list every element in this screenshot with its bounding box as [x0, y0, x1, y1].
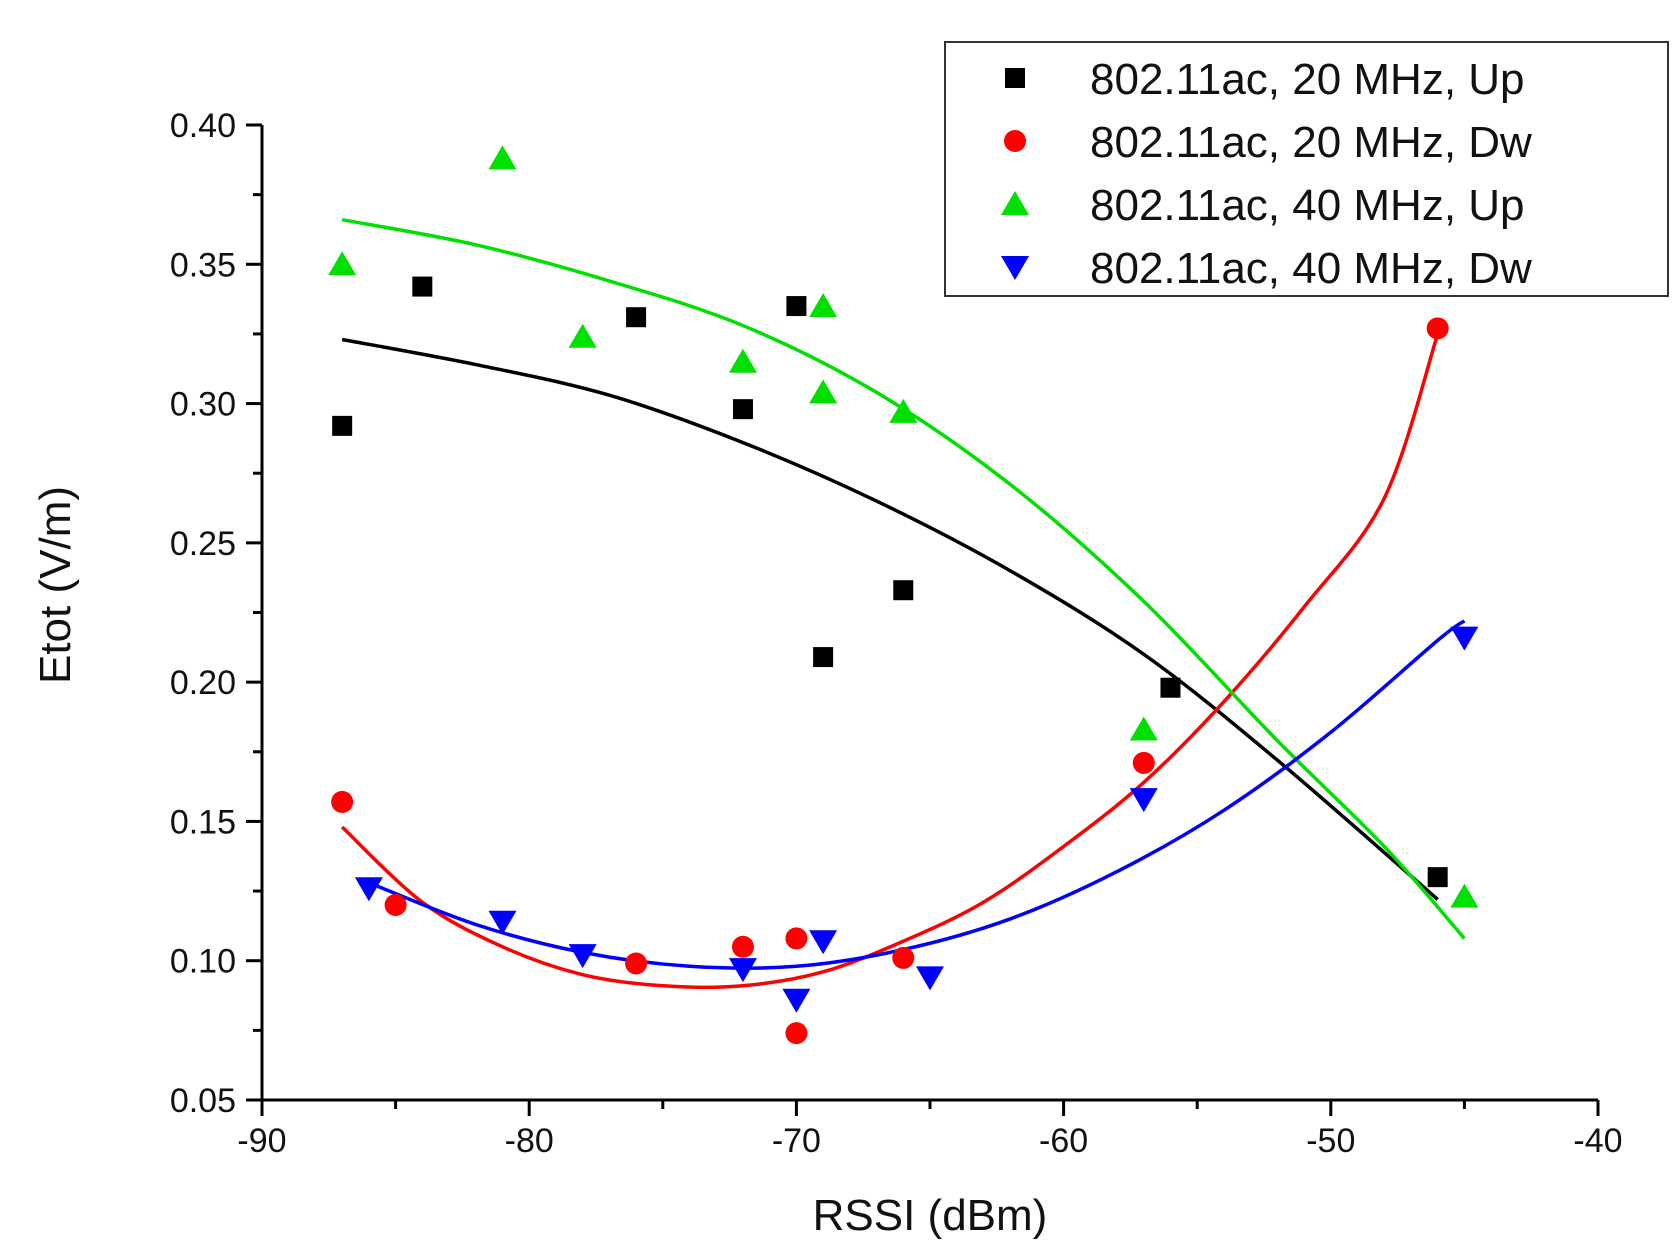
data-points: [328, 145, 1479, 1045]
y-tick-label: 0.10: [170, 943, 236, 981]
data-point-series-1: [732, 399, 753, 420]
legend-label-series-2: 802.11ac, 20 MHz, Dw: [1090, 118, 1532, 167]
x-tick-label: -80: [505, 1122, 554, 1160]
data-point-series-1: [786, 296, 807, 317]
data-point-series-3: [809, 293, 838, 318]
axes: -90 -80 -70 -60 -50 -40 0.05 0.10 0.15 0.20 0.25 0.…: [170, 107, 1623, 1160]
fit-curve-series-4: [368, 619, 1466, 970]
legend-marker-series-4: [1001, 256, 1029, 280]
data-point-series-4: [1129, 788, 1158, 813]
y-tick-label: 0.30: [170, 386, 236, 424]
data-point-series-1: [1160, 677, 1181, 698]
data-point-series-1: [332, 415, 353, 436]
data-point-series-4: [568, 944, 597, 969]
data-point-series-4: [728, 958, 757, 983]
x-tick-label: -90: [237, 1122, 286, 1160]
fit-curve-series-2: [340, 333, 1440, 990]
x-tick-label: -40: [1573, 1122, 1622, 1160]
data-point-series-4: [488, 910, 517, 935]
legend-label-series-1: 802.11ac, 20 MHz, Up: [1090, 55, 1525, 104]
data-point-series-3: [728, 348, 757, 373]
data-point-series-4: [1450, 626, 1479, 651]
x-tick-label: -60: [1039, 1122, 1088, 1160]
x-tick-label: -70: [772, 1122, 821, 1160]
y-tick-label: 0.40: [170, 107, 236, 145]
y-axis-title: Etot (V/m): [31, 486, 80, 684]
data-point-series-3: [568, 323, 597, 348]
data-point-series-4: [782, 988, 811, 1013]
data-point-series-1: [626, 307, 647, 328]
y-tick-label: 0.20: [170, 664, 236, 702]
data-point-series-2: [331, 790, 354, 813]
data-point-series-2: [625, 952, 648, 975]
x-axis-title: RSSI (dBm): [813, 1191, 1048, 1240]
data-point-series-3: [809, 379, 838, 404]
y-tick-label: 0.25: [170, 525, 236, 563]
legend-marker-series-2: [1004, 130, 1026, 152]
legend-label-series-3: 802.11ac, 40 MHz, Up: [1090, 181, 1525, 230]
data-point-series-3: [889, 398, 918, 423]
data-point-series-2: [1426, 317, 1449, 340]
fit-curve-series-3: [341, 217, 1466, 940]
y-tick-label: 0.15: [170, 803, 236, 841]
data-point-series-1: [412, 276, 433, 297]
data-point-series-3: [488, 145, 517, 170]
legend: 802.11ac, 20 MHz, Up 802.11ac, 20 MHz, Dw…: [944, 41, 1669, 297]
legend-marker-series-3: [1001, 191, 1029, 215]
data-point-series-2: [785, 927, 808, 950]
data-point-series-4: [809, 930, 838, 955]
data-point-series-4: [354, 877, 383, 902]
data-point-series-2: [384, 894, 407, 916]
legend-marker-series-1: [1005, 68, 1025, 88]
data-point-series-4: [916, 966, 944, 991]
data-point-series-3: [1450, 883, 1479, 908]
y-tick-label: 0.35: [170, 246, 236, 284]
data-point-series-1: [1427, 867, 1448, 888]
data-point-series-1: [893, 580, 914, 601]
data-point-series-2: [892, 946, 915, 969]
data-point-series-1: [813, 647, 834, 668]
data-point-series-2: [785, 1022, 808, 1045]
legend-box: [944, 41, 1669, 297]
y-tick-label: 0.05: [170, 1082, 236, 1120]
fit-curves: [340, 217, 1466, 990]
legend-label-series-4: 802.11ac, 40 MHz, Dw: [1090, 244, 1532, 293]
data-point-series-3: [1129, 716, 1158, 741]
data-point-series-3: [328, 251, 357, 276]
fit-curve-series-1: [341, 337, 1439, 901]
data-point-series-2: [731, 935, 754, 958]
x-tick-label: -50: [1306, 1122, 1355, 1160]
data-point-series-2: [1132, 751, 1155, 774]
